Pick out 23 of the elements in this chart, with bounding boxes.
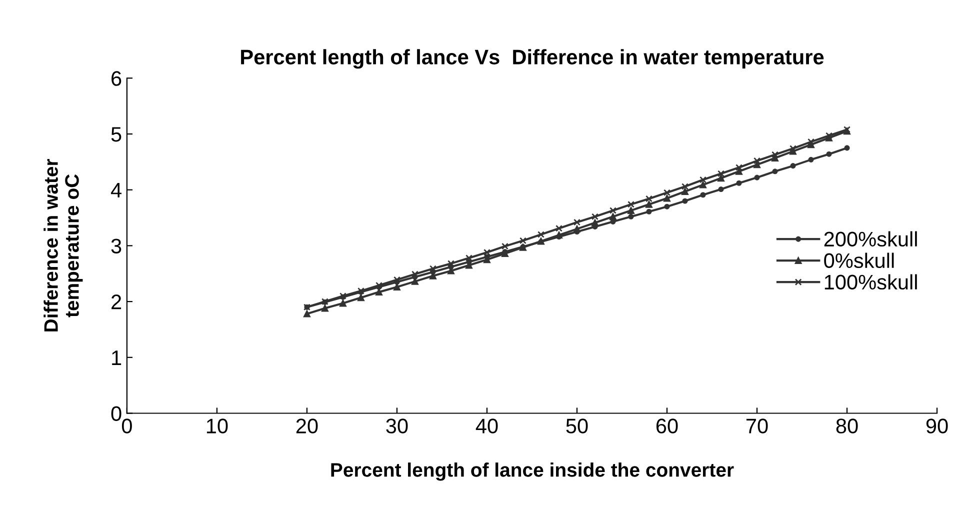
x-tick-label: 50 (566, 418, 588, 434)
y-tick-label: 3 (111, 238, 122, 254)
x-tick-label: 70 (746, 418, 768, 434)
x-tick-label: 90 (926, 418, 948, 434)
legend-label: 200%skull (824, 231, 917, 247)
x-tick-label: 80 (836, 418, 858, 434)
x-tick-label: 30 (386, 418, 408, 434)
legend-label: 100%skull (824, 274, 917, 290)
y-tick-label: 4 (110, 183, 122, 198)
y-tick-label: 6 (112, 71, 122, 86)
chart-title: Percent length of lance Vs Difference in water temperature (241, 49, 824, 69)
y-tick-label: 2 (112, 294, 122, 310)
x-tick-label: 40 (476, 418, 498, 434)
y-tick-label: 0 (111, 406, 122, 422)
x-tick-label: 10 (206, 418, 228, 434)
x-tick-label: 20 (296, 418, 318, 434)
y-tick-label: 1 (112, 350, 122, 365)
x-axis-title: Percent length of lance inside the converter (331, 462, 734, 481)
y-axis-title: Difference in water temperature oC (44, 158, 83, 332)
x-tick-label: 0 (122, 418, 132, 434)
x-tick-label: 60 (656, 418, 678, 434)
y-tick-label: 5 (111, 127, 122, 142)
legend-label: 0%skull (824, 252, 894, 268)
